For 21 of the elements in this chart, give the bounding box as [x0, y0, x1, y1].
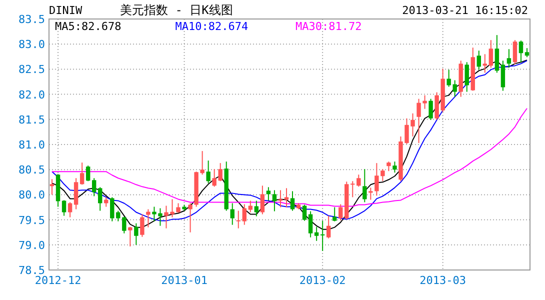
- y-tick-label: 80.0: [18, 188, 45, 202]
- y-tick-label: 78.5: [18, 264, 45, 277]
- chart-title: 美元指数 - 日K线图: [120, 3, 233, 17]
- y-tick-label: 81.0: [18, 138, 45, 152]
- y-tick-label: 80.5: [18, 164, 45, 177]
- y-tick-label: 82.5: [18, 63, 45, 76]
- x-tick-label: 2013-03: [420, 274, 466, 287]
- x-tick-label: 2012-12: [34, 274, 82, 287]
- y-tick-label: 81.5: [18, 113, 45, 126]
- text: MA10:82.674: [175, 20, 248, 33]
- y-tick-label: 79.5: [18, 214, 45, 227]
- text: MA30:81.72: [296, 20, 362, 33]
- y-tick-label: 83.5: [18, 13, 45, 26]
- text: DINIW: [49, 4, 82, 17]
- y-tick-label: 79.0: [18, 238, 45, 252]
- y-tick-label: 83.0: [18, 38, 45, 52]
- x-tick-label: 2013-02: [299, 274, 346, 287]
- text: 2013-03-21 16:15:02: [402, 4, 528, 17]
- y-tick-label: 82.0: [18, 88, 45, 102]
- x-tick-label: 2013-01: [161, 274, 208, 287]
- text: MA5:82.678: [55, 20, 122, 33]
